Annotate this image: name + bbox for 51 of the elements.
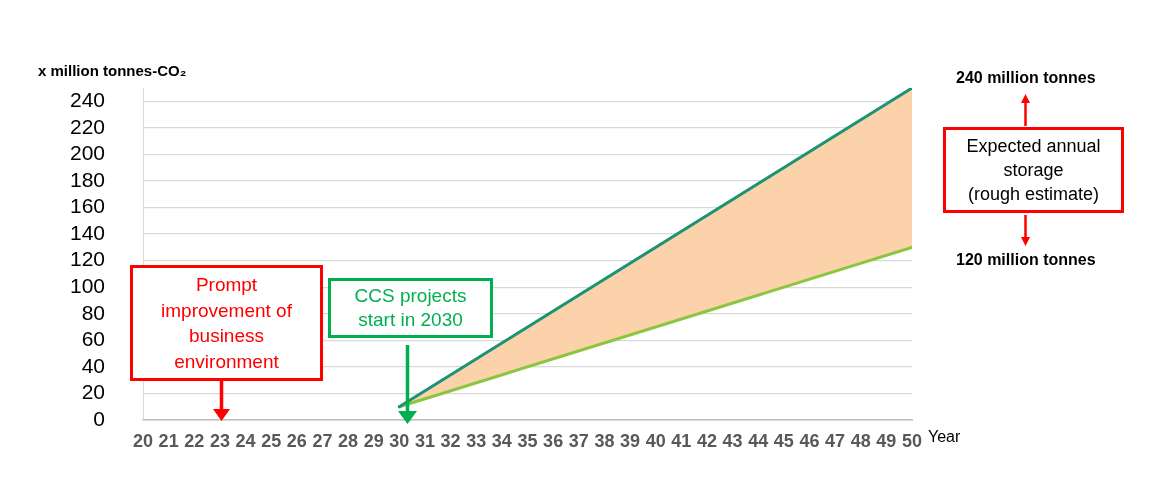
x-tick-label: 29 (363, 430, 384, 451)
x-tick-label: 42 (696, 430, 717, 451)
x-tick-label: 41 (671, 430, 692, 451)
y-tick-label: 0 (93, 406, 105, 430)
annotation: CCS projects start in 2030 (353, 284, 468, 332)
x-tick-label: 44 (748, 430, 769, 451)
x-tick-label: 24 (235, 430, 256, 451)
y-tick-label: 200 (69, 141, 105, 165)
x-tick-label: 46 (799, 430, 820, 451)
x-tick-label: 38 (594, 430, 615, 451)
x-tick-label: 33 (466, 430, 487, 451)
x-tick-label: 27 (312, 430, 333, 451)
x-tick-label: 43 (722, 430, 743, 451)
y-tick-label: 100 (69, 274, 105, 297)
x-tick-label: 49 (876, 430, 897, 451)
x-tick-label: 28 (338, 430, 359, 451)
x-tick-label: 50 (901, 430, 923, 451)
x-tick-label: 36 (543, 430, 564, 451)
y-tick-label: 220 (69, 114, 105, 138)
y-tick-label: 80 (81, 300, 105, 324)
x-tick-label: 25 (261, 430, 282, 451)
x-tick-label: 20 (132, 430, 154, 451)
y-tick-label: 180 (69, 167, 105, 191)
x-tick-label: 31 (414, 430, 435, 451)
x-tick-label: 47 (825, 430, 846, 451)
y-tick-label: 160 (69, 194, 105, 218)
x-axis-title: Year (928, 428, 961, 446)
x-tick-label: 48 (850, 430, 871, 451)
y-tick-label: 40 (81, 353, 105, 377)
x-tick-label: 21 (158, 430, 179, 451)
x-tick-label: 39 (620, 430, 641, 451)
x-tick-label: 40 (645, 430, 666, 451)
text: 240 million tonnes (956, 69, 1096, 87)
x-tick-label: 32 (440, 430, 461, 451)
x-tick-label: 35 (517, 430, 538, 451)
x-tick-label: 23 (209, 430, 230, 451)
annotation: Prompt improvement of business environment (160, 273, 293, 374)
y-tick-label: 60 (81, 327, 105, 351)
text: 120 million tonnes (956, 251, 1096, 269)
x-tick-label: 22 (184, 430, 205, 451)
x-tick-label: 34 (491, 430, 512, 451)
x-tick-label: 45 (773, 430, 794, 451)
y-tick-label: 120 (69, 247, 105, 271)
text: Expected annual storage (rough estimate) (965, 135, 1102, 206)
y-tick-label: 140 (69, 220, 105, 244)
y-tick-label: 20 (81, 380, 105, 404)
x-tick-label: 37 (568, 430, 589, 451)
x-tick-label: 26 (286, 430, 307, 451)
x-tick-label: 30 (389, 430, 410, 451)
y-tick-label: 240 (69, 88, 105, 112)
y-axis-title: x million tonnes-CO₂ (38, 62, 187, 79)
